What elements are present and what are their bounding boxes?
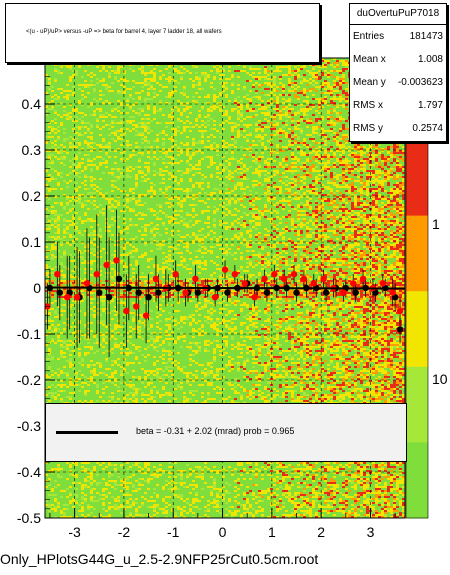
data-point-black: [155, 289, 162, 296]
data-point-red: [241, 280, 248, 287]
data-point-red: [379, 280, 387, 287]
z-scale-segment: [406, 366, 428, 443]
file-name-label: Only_HPlotsG44G_u_2.5-2.9NFP25rCut0.5cm.…: [0, 551, 319, 567]
z-scale-segment: [406, 291, 428, 368]
y-tick-label: 0.3: [22, 142, 42, 158]
y-tick-label: -0.1: [17, 326, 41, 342]
y-tick-label: 0.1: [22, 234, 42, 250]
z-scale-segment: [406, 442, 428, 519]
data-point-red: [280, 275, 288, 282]
data-point-red: [271, 271, 278, 278]
x-tick-label: -1: [167, 524, 180, 540]
chart-title: <(u - uP)/uP> versus -uP => beta for bar…: [26, 29, 222, 35]
data-point-red: [142, 312, 150, 319]
data-point-red: [211, 294, 219, 301]
fit-legend: beta = -0.31 + 2.02 (mrad) prob = 0.965: [45, 403, 407, 462]
data-point-red: [231, 271, 239, 278]
data-point-red: [172, 271, 179, 278]
data-point-red: [359, 275, 367, 282]
x-tick-label: 3: [367, 524, 375, 540]
data-point-black: [135, 289, 142, 296]
data-point-red: [221, 266, 229, 273]
y-tick-label: -0.5: [17, 510, 41, 526]
data-point-red: [93, 271, 100, 278]
y-tick-label: -0.2: [17, 372, 41, 388]
data-point-red: [261, 275, 268, 282]
data-point-black: [56, 289, 63, 296]
z-color-scale: [405, 139, 429, 519]
data-point-red: [340, 289, 347, 296]
stats-name: duOvertuPuP7018: [350, 4, 446, 25]
stats-row: Entries 181473: [353, 31, 443, 42]
z-scale-segment: [406, 140, 428, 217]
data-point-red: [54, 271, 61, 278]
y-tick-label: -0.4: [17, 464, 41, 480]
data-point-red: [113, 257, 120, 264]
data-point-black: [96, 289, 103, 296]
data-point-red: [350, 280, 357, 287]
y-tick-label: 0.4: [22, 96, 42, 112]
z-tick-label: 1: [432, 216, 440, 232]
data-point-red: [389, 289, 396, 296]
title-box: <(u - uP)/uP> versus -uP => beta for bar…: [5, 3, 320, 63]
data-point-black: [194, 289, 202, 296]
stats-row: RMS y 0.2574: [353, 123, 443, 134]
data-point-red: [300, 275, 308, 282]
x-tick-label: 1: [268, 524, 276, 540]
fit-legend-line: [56, 431, 118, 434]
data-point-red: [396, 307, 404, 315]
data-point-black: [352, 289, 359, 296]
data-point-black: [396, 326, 404, 333]
x-axis: -3 -2 -1 0 1 2 3: [49, 508, 396, 540]
x-tick-label: 0: [219, 524, 227, 540]
data-point-black: [224, 289, 231, 296]
data-point-black: [322, 289, 330, 296]
data-point-red: [182, 289, 189, 296]
y-axis: -0.5 -0.4 -0.3 -0.2 -0.1 0 0.1 0.2 0.3 0.4: [17, 76, 55, 526]
y-tick-label: 0: [33, 280, 41, 296]
stats-row: RMS x 1.797: [353, 100, 443, 111]
data-point-red: [73, 294, 81, 301]
y-tick-label: -0.3: [17, 418, 41, 434]
data-point-red: [310, 280, 317, 287]
fit-line: [44, 286, 406, 290]
data-point-black: [145, 294, 152, 301]
x-tick-label: -3: [68, 524, 81, 540]
stats-row: Mean y -0.003623: [353, 77, 443, 88]
data-point-red: [152, 275, 160, 282]
fit-legend-text: beta = -0.31 + 2.02 (mrad) prob = 0.965: [136, 426, 295, 436]
data-point-red: [103, 261, 110, 269]
stats-box: duOvertuPuP7018 Entries 181473 Mean x 1.00…: [349, 3, 447, 142]
data-point-red: [63, 294, 71, 301]
data-point-red: [251, 294, 258, 301]
data-point-red: [83, 280, 91, 287]
x-tick-label: 2: [317, 524, 325, 540]
data-point-red: [320, 275, 327, 282]
z-scale-segment: [406, 215, 428, 292]
data-point-black: [263, 289, 271, 296]
x-tick-label: -2: [118, 524, 131, 540]
data-point-black: [115, 275, 123, 282]
data-point-red: [123, 307, 130, 315]
data-point-black: [293, 289, 300, 296]
stats-row: Mean x 1.008: [353, 54, 443, 65]
z-tick-label: 10: [432, 371, 448, 387]
data-point-red: [290, 271, 298, 278]
z-axis: 1 10: [432, 216, 448, 387]
data-point-red: [133, 303, 140, 310]
data-point-red: [192, 275, 199, 282]
data-point-black: [105, 294, 113, 301]
y-tick-label: 0.2: [22, 188, 42, 204]
